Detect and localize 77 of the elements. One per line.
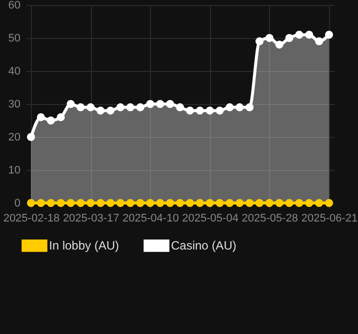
- point: [186, 199, 194, 207]
- point: [146, 100, 154, 108]
- legend-label: In lobby (AU): [49, 238, 120, 253]
- y-tick-label: 40: [8, 66, 20, 78]
- point: [275, 40, 284, 49]
- point: [196, 106, 204, 115]
- point: [166, 199, 174, 207]
- point: [86, 199, 95, 207]
- x-tick-label: 2025-05-04: [182, 212, 238, 224]
- point: [166, 100, 174, 108]
- point: [26, 133, 35, 141]
- point: [126, 103, 134, 112]
- point: [255, 199, 264, 207]
- x-tick-label: 2025-04-10: [122, 212, 179, 224]
- point: [46, 199, 55, 207]
- point: [255, 37, 264, 46]
- point: [176, 103, 184, 112]
- point: [66, 199, 75, 207]
- point: [236, 199, 244, 207]
- x-tick-label: 2025-05-28: [242, 212, 298, 224]
- point: [126, 199, 134, 207]
- point: [96, 106, 105, 115]
- point: [325, 30, 334, 39]
- point: [265, 199, 274, 207]
- point: [216, 199, 224, 207]
- point: [136, 199, 144, 207]
- point: [96, 199, 105, 207]
- point: [246, 199, 254, 207]
- point: [76, 199, 85, 207]
- point: [315, 37, 324, 46]
- x-tick-label: 2025-06-21: [301, 212, 358, 224]
- point: [26, 199, 35, 207]
- point: [66, 100, 75, 108]
- point: [295, 199, 304, 207]
- point: [275, 199, 284, 207]
- point: [56, 113, 65, 122]
- y-tick-label: 20: [8, 132, 20, 144]
- point: [176, 199, 184, 207]
- point: [236, 103, 244, 112]
- point: [156, 100, 164, 108]
- point: [246, 103, 254, 112]
- point: [146, 199, 154, 207]
- y-tick-label: 50: [8, 32, 20, 44]
- point: [116, 103, 124, 112]
- point: [295, 30, 304, 39]
- x-tick-label: 2025-02-18: [3, 212, 60, 224]
- point: [226, 103, 234, 112]
- point: [216, 106, 224, 115]
- point: [46, 116, 55, 124]
- point: [226, 199, 234, 207]
- y-tick-label: 30: [8, 98, 20, 110]
- point: [136, 103, 144, 112]
- point: [196, 199, 204, 207]
- point: [285, 34, 294, 42]
- point: [305, 30, 314, 39]
- point: [265, 34, 274, 42]
- point: [56, 199, 65, 207]
- point: [116, 199, 124, 207]
- point: [106, 199, 114, 207]
- x-tick-label: 2025-03-17: [62, 212, 120, 224]
- point: [36, 113, 45, 122]
- point: [285, 199, 294, 207]
- y-tick-label: 60: [8, 0, 20, 12]
- point: [325, 199, 334, 207]
- point: [315, 199, 324, 207]
- point: [206, 199, 214, 207]
- point: [156, 199, 164, 207]
- point: [106, 106, 114, 115]
- y-tick-label: 10: [8, 164, 20, 176]
- point: [186, 106, 194, 115]
- point: [305, 199, 314, 207]
- point: [86, 103, 95, 112]
- point: [206, 106, 214, 115]
- point: [36, 199, 45, 207]
- legend-label: Casino (AU): [171, 238, 236, 253]
- point: [76, 103, 85, 112]
- y-tick-label: 0: [14, 198, 20, 210]
